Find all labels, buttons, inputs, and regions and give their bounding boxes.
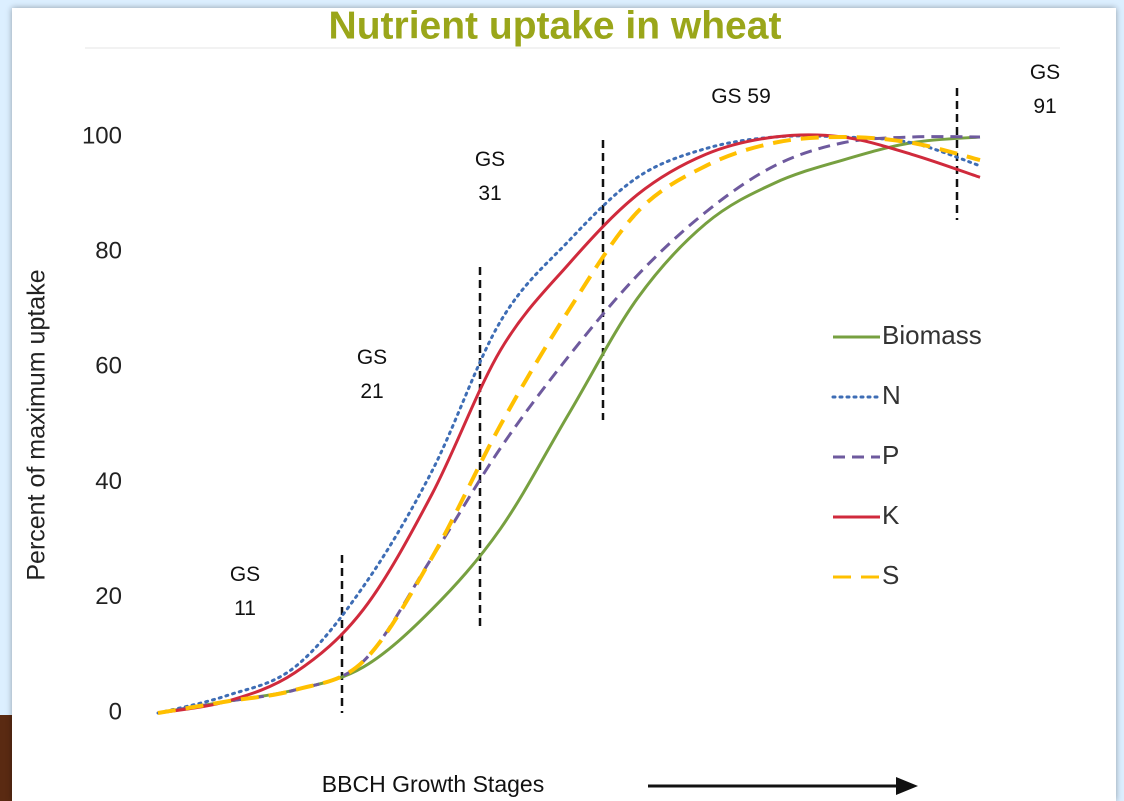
series-line [157, 133, 981, 715]
axis-arrow-head [896, 777, 918, 795]
legend-label: P [882, 440, 899, 470]
legend-label: N [882, 380, 901, 410]
y-axis-label: Percent of maximum uptake [23, 269, 51, 580]
y-tick-label: 20 [95, 583, 122, 610]
series-line [157, 135, 981, 715]
legend-label: K [882, 500, 900, 530]
y-tick-label: 40 [95, 468, 122, 495]
stage-annotation: GS 21 [356, 346, 388, 403]
legend-label: Biomass [882, 320, 982, 350]
stage-annotation: GS 59 [711, 85, 771, 108]
series-line [157, 135, 981, 715]
series-line [157, 134, 981, 715]
stage-annotation: GS 91 [1029, 61, 1061, 118]
y-tick-label: 60 [95, 353, 122, 380]
y-tick-label: 0 [109, 698, 122, 725]
chart-title: Nutrient uptake in wheat [329, 4, 782, 47]
legend-label: S [882, 560, 899, 590]
series-line [156, 134, 982, 715]
stage-annotation: GS 31 [474, 148, 506, 205]
stage-annotation: GS 11 [229, 563, 261, 620]
y-tick-label: 80 [95, 238, 122, 265]
x-axis-label: BBCH Growth Stages [322, 771, 544, 797]
y-tick-label: 100 [82, 122, 122, 149]
